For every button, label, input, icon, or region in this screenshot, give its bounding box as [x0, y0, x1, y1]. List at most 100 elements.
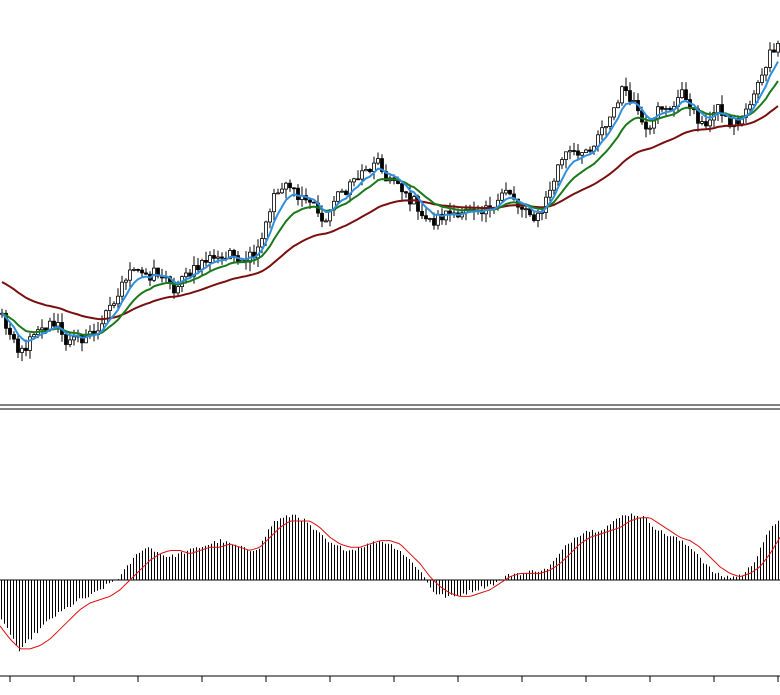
candle-body	[508, 189, 512, 195]
candle-body	[700, 121, 704, 124]
candle	[356, 170, 360, 181]
time-axis	[0, 675, 780, 682]
candle-body	[664, 108, 668, 110]
candle-body	[736, 118, 740, 125]
candle-body	[72, 336, 76, 341]
candle	[336, 191, 340, 204]
candle-body	[400, 183, 404, 193]
candle	[16, 335, 20, 358]
slow-moving-average-line	[1, 105, 779, 321]
candle-body	[684, 89, 688, 101]
candle-body	[280, 188, 284, 194]
candle-body	[536, 212, 540, 221]
candle-body	[380, 158, 384, 172]
candle-body	[196, 265, 200, 271]
candle	[272, 188, 276, 221]
oscillator-signal-line	[0, 517, 780, 650]
candle	[312, 201, 316, 204]
candle	[508, 189, 512, 196]
candle-body	[756, 82, 760, 95]
candle	[116, 288, 120, 311]
candle	[576, 144, 580, 161]
candle-body	[216, 256, 220, 259]
candle-body	[560, 159, 564, 166]
candle-body	[532, 214, 536, 221]
candle-body	[660, 106, 664, 110]
candle-body	[312, 201, 316, 204]
candle	[284, 181, 288, 199]
candle	[584, 148, 588, 153]
candle	[660, 106, 664, 113]
candle-body	[424, 215, 428, 220]
candle-body	[620, 86, 624, 104]
candle	[560, 157, 564, 169]
candle	[612, 107, 616, 121]
candle	[204, 251, 208, 267]
oscillator-panel	[0, 513, 780, 652]
candle-body	[648, 127, 652, 130]
candle-body	[408, 192, 412, 205]
candle-body	[292, 187, 296, 190]
candle	[124, 278, 128, 290]
candle	[500, 188, 504, 202]
candle	[268, 208, 272, 229]
candle-body	[768, 49, 772, 68]
candle	[144, 268, 148, 275]
candle-body	[748, 104, 752, 110]
candle	[524, 206, 528, 219]
candle-body	[500, 192, 504, 201]
candle-body	[284, 182, 288, 190]
candle-body	[764, 67, 768, 76]
candle	[424, 206, 428, 222]
candle	[52, 312, 56, 329]
candle-body	[752, 93, 756, 106]
candle-body	[144, 272, 148, 275]
candle	[548, 181, 552, 205]
candle-body	[212, 255, 216, 259]
candle-body	[520, 206, 524, 210]
candle-body	[704, 121, 708, 127]
candle-body	[128, 269, 132, 281]
candle-body	[420, 210, 424, 217]
candle-body	[524, 208, 528, 211]
candle-body	[108, 304, 112, 311]
candle	[568, 145, 572, 160]
candle	[572, 142, 576, 156]
candle	[208, 251, 212, 272]
candle	[564, 151, 568, 169]
candle-body	[612, 107, 616, 118]
candle-body	[228, 249, 232, 260]
candle	[40, 319, 44, 339]
candle-body	[680, 89, 684, 99]
candle	[420, 204, 424, 219]
candle-body	[632, 100, 636, 102]
candle-body	[296, 187, 300, 200]
candle-body	[760, 74, 764, 83]
candle-body	[608, 116, 612, 127]
candle-body	[644, 121, 648, 130]
candle-body	[428, 218, 432, 220]
candle-body	[588, 149, 592, 152]
candle	[368, 168, 372, 174]
candle-body	[136, 268, 140, 271]
candle-body	[616, 102, 620, 109]
candle	[108, 296, 112, 319]
candle-body	[628, 90, 632, 102]
oscillator-histogram	[1, 513, 779, 652]
candle	[364, 165, 368, 172]
candle	[344, 189, 348, 196]
candle-body	[232, 249, 236, 256]
candle	[120, 275, 124, 303]
candle	[616, 99, 620, 109]
candle-body	[720, 104, 724, 116]
candle-body	[600, 127, 604, 136]
candle	[628, 82, 632, 106]
candle-body	[368, 168, 372, 173]
candle-body	[504, 189, 508, 194]
candle-body	[272, 193, 276, 213]
candle	[648, 125, 652, 135]
candle-body	[84, 335, 88, 344]
candle-body	[12, 334, 16, 340]
candle-body	[260, 238, 264, 248]
